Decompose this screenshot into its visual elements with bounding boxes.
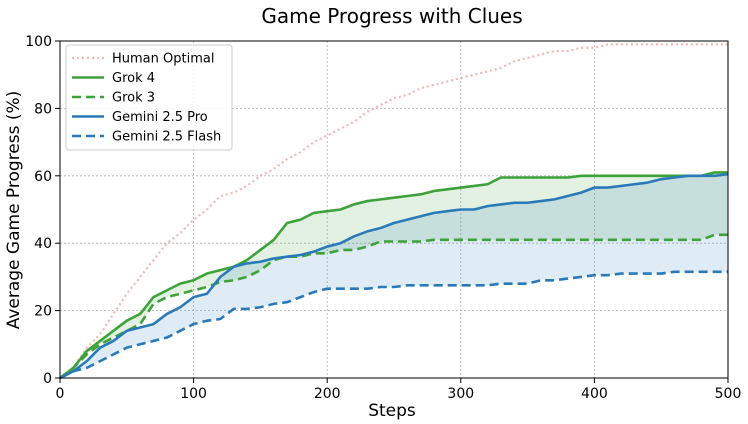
legend: Human Optimal Grok 4 Grok 3 Gemini 2.5 Pro G… bbox=[65, 44, 233, 151]
fill-gemini-2-5-pro-to-gemini-2-5-flash bbox=[60, 174, 728, 378]
y-tick-label: 60 bbox=[34, 169, 52, 185]
x-tick-label: 100 bbox=[180, 386, 207, 402]
legend-label-gemini-2-5-flash: Gemini 2.5 Flash bbox=[112, 130, 221, 145]
fill-grok-4-to-grok-3 bbox=[60, 172, 728, 378]
x-tick-label: 400 bbox=[581, 386, 608, 402]
chart-title: Game Progress with Clues bbox=[261, 4, 522, 28]
series-line-grok-3 bbox=[59, 233, 728, 380]
legend-label-grok-3: Grok 3 bbox=[112, 91, 155, 106]
y-tick-label: 0 bbox=[43, 371, 52, 387]
y-tick-label: 20 bbox=[34, 304, 52, 320]
plot-frame bbox=[59, 40, 729, 379]
legend-box bbox=[65, 44, 233, 151]
x-tick-label: 0 bbox=[56, 386, 65, 402]
y-tick-label: 40 bbox=[34, 236, 52, 252]
axis-ticks: 0 100 200 300 400 500 0 20 40 60 80 100 bbox=[25, 34, 741, 402]
series-lines bbox=[59, 43, 729, 380]
x-tick-label: 200 bbox=[314, 386, 341, 402]
legend-label-grok-4: Grok 4 bbox=[112, 71, 155, 86]
y-axis-title: Average Game Progress (%) bbox=[4, 91, 24, 330]
x-tick-label: 300 bbox=[447, 386, 474, 402]
x-axis-title: Steps bbox=[368, 401, 416, 421]
series-line-grok-4 bbox=[59, 171, 728, 380]
fill-regions bbox=[60, 172, 728, 378]
series-line-gemini-2-5-flash bbox=[59, 270, 728, 380]
series-line-gemini-2-5-pro bbox=[59, 172, 729, 380]
legend-label-human-optimal: Human Optimal bbox=[112, 52, 214, 67]
y-tick-label: 100 bbox=[25, 34, 52, 50]
legend-label-gemini-2-5-pro: Gemini 2.5 Pro bbox=[112, 110, 208, 125]
series-line-human-optimal bbox=[59, 43, 728, 379]
y-tick-label: 80 bbox=[34, 101, 52, 117]
x-tick-label: 500 bbox=[715, 386, 742, 402]
